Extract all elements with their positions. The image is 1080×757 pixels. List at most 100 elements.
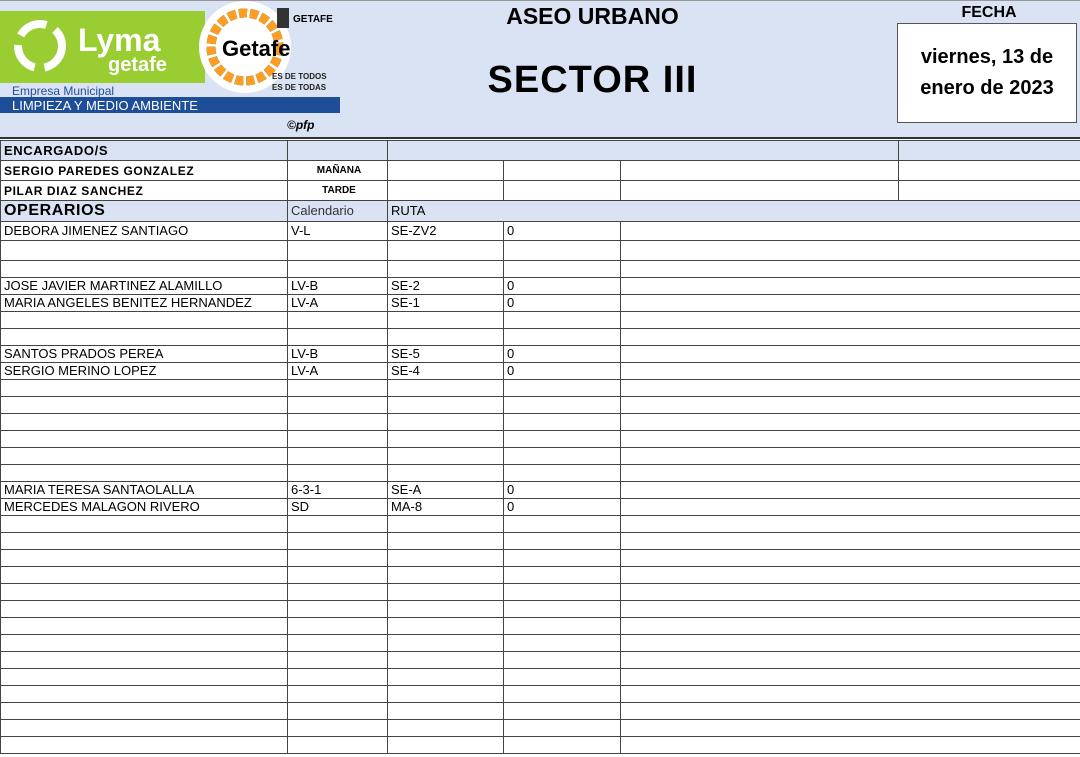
value-cell[interactable]	[503, 240, 621, 261]
cell[interactable]	[619, 430, 1080, 448]
value-cell[interactable]	[503, 736, 621, 754]
calendario-cell[interactable]: LV-A	[287, 362, 388, 380]
calendario-cell[interactable]	[287, 430, 388, 448]
calendario-cell[interactable]	[287, 464, 388, 482]
operario-name[interactable]	[0, 702, 288, 720]
ruta-cell[interactable]	[387, 549, 504, 567]
calendario-cell[interactable]	[287, 413, 388, 431]
cell[interactable]	[619, 736, 1080, 754]
value-cell[interactable]	[503, 379, 621, 397]
operario-name[interactable]	[0, 634, 288, 652]
cell[interactable]	[619, 549, 1080, 567]
value-cell[interactable]: 0	[503, 345, 621, 363]
cell[interactable]	[619, 260, 1080, 278]
calendario-cell[interactable]	[287, 532, 388, 550]
ruta-cell[interactable]	[387, 685, 504, 703]
calendario-cell[interactable]: LV-B	[287, 345, 388, 363]
calendario-cell[interactable]	[287, 260, 388, 278]
calendario-cell[interactable]	[287, 685, 388, 703]
calendario-cell[interactable]	[287, 600, 388, 618]
value-cell[interactable]	[503, 447, 621, 465]
turno[interactable]: TARDE	[287, 180, 388, 201]
cell[interactable]	[619, 498, 1080, 516]
ruta-cell[interactable]	[387, 464, 504, 482]
cell[interactable]	[619, 600, 1080, 618]
value-cell[interactable]	[503, 464, 621, 482]
value-cell[interactable]	[503, 600, 621, 618]
ruta-cell[interactable]	[387, 328, 504, 346]
cell[interactable]	[503, 180, 621, 201]
operario-name[interactable]	[0, 413, 288, 431]
operario-name[interactable]	[0, 668, 288, 686]
cell[interactable]	[619, 180, 900, 201]
encargado-name[interactable]: SERGIO PAREDES GONZALEZ	[0, 160, 288, 181]
ruta-cell[interactable]	[387, 702, 504, 720]
value-cell[interactable]	[503, 532, 621, 550]
ruta-cell[interactable]: SE-1	[387, 294, 504, 312]
calendario-cell[interactable]	[287, 736, 388, 754]
operario-name[interactable]: JOSE JAVIER MARTINEZ ALAMILLO	[0, 277, 288, 295]
operario-name[interactable]: SANTOS PRADOS PEREA	[0, 345, 288, 363]
cell[interactable]	[619, 651, 1080, 669]
value-cell[interactable]	[503, 668, 621, 686]
operario-name[interactable]	[0, 719, 288, 737]
operario-name[interactable]	[0, 685, 288, 703]
operario-name[interactable]	[0, 464, 288, 482]
calendario-cell[interactable]	[287, 668, 388, 686]
ruta-cell[interactable]	[387, 260, 504, 278]
operario-name[interactable]	[0, 447, 288, 465]
ruta-cell[interactable]	[387, 396, 504, 414]
calendario-cell[interactable]	[287, 240, 388, 261]
value-cell[interactable]	[503, 685, 621, 703]
calendario-cell[interactable]	[287, 515, 388, 533]
calendario-cell[interactable]	[287, 447, 388, 465]
cell[interactable]	[619, 583, 1080, 601]
encargado-name[interactable]: PILAR DIAZ SANCHEZ	[0, 180, 288, 201]
cell[interactable]	[619, 719, 1080, 737]
cell[interactable]	[387, 180, 504, 201]
ruta-cell[interactable]: SE-5	[387, 345, 504, 363]
calendario-cell[interactable]	[287, 379, 388, 397]
cell[interactable]	[619, 481, 1080, 499]
value-cell[interactable]	[503, 328, 621, 346]
ruta-cell[interactable]	[387, 240, 504, 261]
value-cell[interactable]: 0	[503, 221, 621, 241]
cell[interactable]	[619, 668, 1080, 686]
ruta-cell[interactable]: SE-ZV2	[387, 221, 504, 241]
cell[interactable]	[386, 140, 900, 161]
turno[interactable]: MAÑANA	[287, 160, 388, 181]
cell[interactable]	[619, 515, 1080, 533]
calendario-cell[interactable]: 6-3-1	[287, 481, 388, 499]
cell[interactable]	[619, 702, 1080, 720]
cell[interactable]	[619, 294, 1080, 312]
ruta-cell[interactable]	[387, 634, 504, 652]
operario-name[interactable]	[0, 379, 288, 397]
ruta-cell[interactable]	[387, 583, 504, 601]
operario-name[interactable]	[0, 430, 288, 448]
operario-name[interactable]	[0, 651, 288, 669]
value-cell[interactable]	[503, 617, 621, 635]
calendario-cell[interactable]	[287, 719, 388, 737]
value-cell[interactable]	[503, 396, 621, 414]
cell[interactable]	[619, 362, 1080, 380]
value-cell[interactable]	[503, 430, 621, 448]
value-cell[interactable]	[503, 583, 621, 601]
cell[interactable]	[619, 685, 1080, 703]
ruta-cell[interactable]	[387, 719, 504, 737]
operario-name[interactable]	[0, 260, 288, 278]
operario-name[interactable]: MERCEDES MALAGON RIVERO	[0, 498, 288, 516]
operario-name[interactable]	[0, 515, 288, 533]
value-cell[interactable]: 0	[503, 481, 621, 499]
operario-name[interactable]	[0, 736, 288, 754]
value-cell[interactable]	[503, 702, 621, 720]
ruta-cell[interactable]	[387, 311, 504, 329]
ruta-cell[interactable]	[387, 532, 504, 550]
ruta-cell[interactable]	[387, 668, 504, 686]
calendario-cell[interactable]	[287, 634, 388, 652]
cell[interactable]	[619, 379, 1080, 397]
ruta-cell[interactable]	[387, 413, 504, 431]
cell[interactable]	[619, 566, 1080, 584]
ruta-cell[interactable]	[387, 379, 504, 397]
calendario-cell[interactable]: LV-B	[287, 277, 388, 295]
cell[interactable]	[619, 221, 1080, 241]
